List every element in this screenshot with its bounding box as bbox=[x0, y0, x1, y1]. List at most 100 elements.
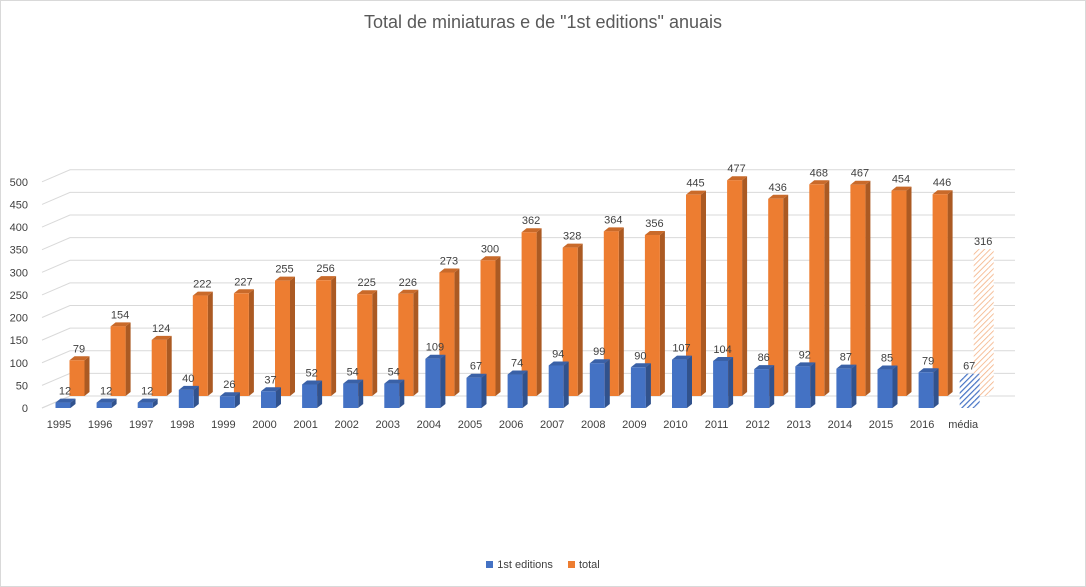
bar-total-1996-label: 154 bbox=[111, 309, 129, 321]
bar-1st-editions-2009 bbox=[630, 363, 651, 408]
bar-1st-editions-2014-label: 87 bbox=[840, 352, 852, 364]
x-tick-label: 2012 bbox=[745, 419, 769, 431]
y-tick-label: 500 bbox=[10, 177, 28, 189]
bar-total-1996 bbox=[110, 322, 131, 396]
x-tick-label: 2010 bbox=[663, 419, 687, 431]
x-tick-label: 1997 bbox=[129, 419, 153, 431]
bar-1st-editions-2004-label: 109 bbox=[426, 342, 444, 354]
bar-1st-editions-2005 bbox=[466, 373, 487, 408]
bar-1st-editions-média-label: 67 bbox=[963, 361, 975, 373]
x-tick-label: 2003 bbox=[376, 419, 400, 431]
x-tick-label: 1996 bbox=[88, 419, 112, 431]
bar-1st-editions-2007 bbox=[548, 361, 569, 408]
bar-1st-editions-2014 bbox=[836, 364, 857, 408]
bar-1st-editions-2003-label: 54 bbox=[388, 367, 400, 379]
bar-1st-editions-2005-label: 67 bbox=[470, 361, 482, 373]
bar-total-2012 bbox=[768, 194, 789, 396]
bar-1st-editions-2000 bbox=[261, 387, 281, 408]
bar-1st-editions-2010 bbox=[672, 355, 692, 408]
bar-1st-editions-2006-label: 74 bbox=[511, 358, 523, 370]
bar-total-1998-label: 222 bbox=[193, 279, 211, 291]
y-tick-label: 450 bbox=[10, 199, 28, 211]
x-tick-label: 2009 bbox=[622, 419, 646, 431]
bar-1st-editions-1996-label: 12 bbox=[100, 386, 112, 398]
x-tick-label: 1995 bbox=[47, 419, 71, 431]
y-tick-label: 350 bbox=[10, 245, 28, 257]
x-tick-label: 2002 bbox=[334, 419, 358, 431]
bar-1st-editions-1998-label: 40 bbox=[182, 373, 194, 385]
bar-1st-editions-2009-label: 90 bbox=[634, 350, 646, 362]
bar-total-2006 bbox=[521, 228, 542, 396]
bar-total-1999-label: 227 bbox=[234, 276, 252, 288]
bar-total-2010-label: 445 bbox=[686, 178, 704, 190]
bar-1st-editions-2004 bbox=[425, 354, 446, 408]
bar-1st-editions-2013-label: 92 bbox=[799, 349, 811, 361]
legend-label-total: total bbox=[578, 559, 600, 571]
x-tick-label: 2015 bbox=[869, 419, 893, 431]
bar-1st-editions-2012-label: 86 bbox=[758, 352, 770, 364]
bar-total-2000 bbox=[275, 276, 295, 396]
x-tick-label: 2008 bbox=[581, 419, 605, 431]
y-tick-label: 200 bbox=[10, 313, 28, 325]
bar-total-1997-label: 124 bbox=[152, 323, 170, 335]
bar-1st-editions-1995 bbox=[55, 398, 76, 408]
bar-total-média-label: 316 bbox=[974, 236, 992, 248]
bar-1st-editions-1996 bbox=[96, 398, 117, 408]
bar-total-2015 bbox=[891, 186, 912, 396]
bar-total-2000-label: 255 bbox=[275, 264, 293, 276]
bar-1st-editions-1999 bbox=[219, 392, 240, 408]
bar-total-2003 bbox=[398, 289, 419, 396]
bar-total-1995-label: 79 bbox=[73, 343, 85, 355]
x-tick-label: 2004 bbox=[417, 419, 441, 431]
bar-total-2013-label: 468 bbox=[810, 167, 828, 179]
bar-total-2001-label: 256 bbox=[316, 263, 334, 275]
legend-swatch-1st-editions bbox=[486, 561, 494, 568]
bar-total-2011-label: 477 bbox=[727, 163, 745, 175]
bar-1st-editions-2007-label: 94 bbox=[552, 348, 564, 360]
bar-total-2007 bbox=[562, 243, 583, 396]
bar-1st-editions-2010-label: 107 bbox=[672, 343, 690, 355]
bar-total-2002-label: 225 bbox=[358, 277, 376, 289]
bar-1st-editions-2015-label: 85 bbox=[881, 353, 893, 365]
bar-1st-editions-2011 bbox=[713, 356, 734, 408]
bar-total-2014-label: 467 bbox=[851, 168, 869, 180]
bar-total-2010 bbox=[686, 190, 706, 396]
legend-swatch-total bbox=[567, 561, 575, 568]
bar-1st-editions-2016 bbox=[918, 368, 939, 408]
legend-label-1st-editions: 1st editions bbox=[497, 559, 553, 571]
bar-total-1998 bbox=[192, 291, 213, 396]
bar-1st-editions-1997 bbox=[137, 398, 158, 408]
x-tick-label: 2001 bbox=[293, 419, 317, 431]
bar-1st-editions-2015 bbox=[877, 365, 898, 408]
bar-total-2009-label: 356 bbox=[645, 218, 663, 230]
bar-total-2009 bbox=[644, 230, 665, 396]
bar-total-1999 bbox=[233, 289, 254, 396]
bar-1st-editions-2006 bbox=[507, 370, 528, 408]
chart-title: Total de miniaturas e de "1st editions" … bbox=[364, 12, 722, 32]
legend-item-1st-editions: 1st editions bbox=[486, 559, 553, 571]
x-tick-label: 2014 bbox=[828, 419, 852, 431]
bar-1st-editions-1997-label: 12 bbox=[141, 386, 153, 398]
bar-1st-editions-1998 bbox=[178, 385, 199, 408]
x-tick-label: 1998 bbox=[170, 419, 194, 431]
x-tick-label: 1999 bbox=[211, 419, 235, 431]
bar-1st-editions-2002-label: 54 bbox=[347, 367, 359, 379]
bar-1st-editions-2008 bbox=[589, 359, 610, 408]
bar-total-2014 bbox=[850, 180, 871, 396]
bar-1st-editions-1999-label: 26 bbox=[223, 379, 235, 391]
bar-1st-editions-1995-label: 12 bbox=[59, 386, 71, 398]
bar-total-2006-label: 362 bbox=[522, 215, 540, 227]
x-tick-label: 2007 bbox=[540, 419, 564, 431]
bar-total-2005-label: 300 bbox=[481, 243, 499, 255]
bar-total-1995 bbox=[69, 356, 90, 396]
y-tick-label: 0 bbox=[22, 403, 28, 415]
x-tick-label: 2013 bbox=[787, 419, 811, 431]
bar-total-2001 bbox=[316, 276, 337, 396]
bar-total-média bbox=[973, 249, 994, 396]
bar-total-2004-label: 273 bbox=[440, 255, 458, 267]
y-tick-label: 50 bbox=[16, 380, 28, 392]
chart-legend: 1st editions total bbox=[0, 559, 1086, 571]
bar-total-2016-label: 446 bbox=[933, 177, 951, 189]
bar-1st-editions-2003 bbox=[384, 379, 405, 408]
